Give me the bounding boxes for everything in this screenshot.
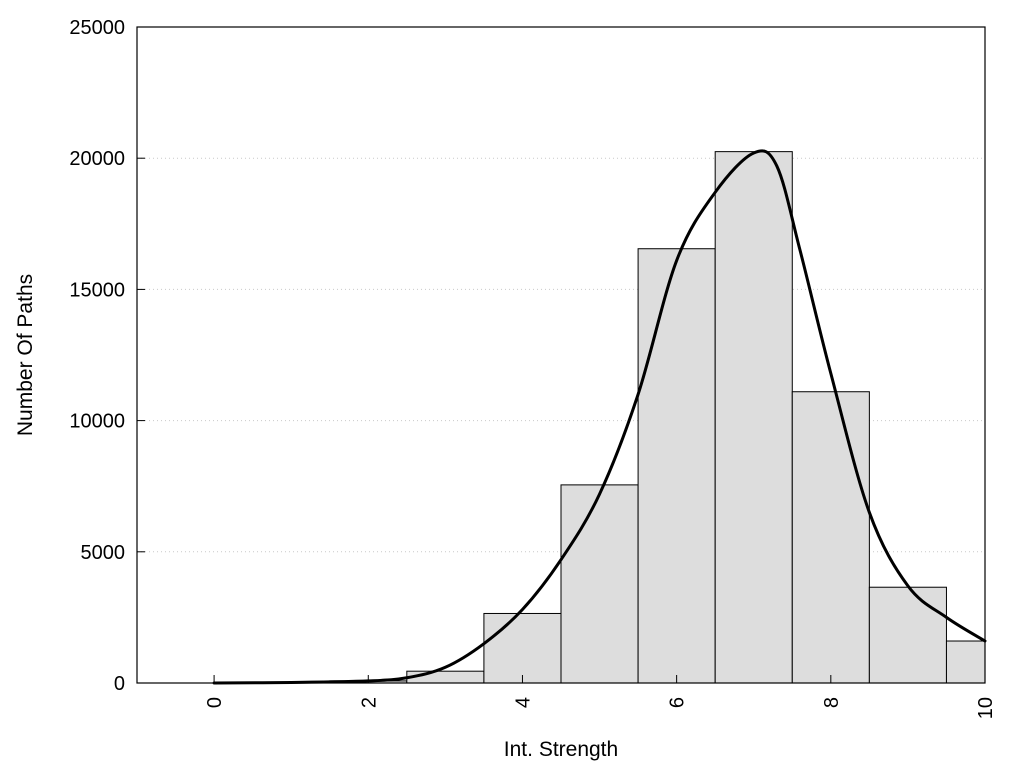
density-curve-layer [212, 149, 987, 685]
x-tick-label: 6 [667, 697, 689, 708]
histogram-bar [791, 391, 870, 684]
plot-frame [136, 26, 986, 684]
x-axis-title: Int. Strength [504, 738, 618, 761]
y-tick-label: 25000 [69, 17, 125, 39]
y-tick-label: 20000 [69, 148, 125, 170]
histogram-bar [483, 612, 562, 684]
histogram-bars [329, 151, 986, 684]
x-tick-label: 0 [204, 697, 226, 708]
histogram-bar [714, 151, 793, 684]
x-tick-label: 2 [358, 697, 380, 708]
x-tick-label: 4 [512, 697, 534, 708]
histogram-bar [560, 484, 639, 684]
y-tick-label: 10000 [69, 411, 125, 433]
x-tick-label: 10 [975, 697, 997, 719]
histogram-bar [406, 670, 485, 684]
histogram-bar [868, 586, 947, 684]
y-axis-title: Number Of Paths [14, 274, 37, 436]
histogram-bar [637, 248, 716, 684]
x-axis-ticks: 0 2 4 6 8 10 [204, 675, 997, 719]
density-curve [212, 149, 987, 685]
y-tick-label: 15000 [69, 279, 125, 301]
y-tick-label: 0 [114, 673, 125, 695]
y-axis-ticks: 0 5000 10000 15000 20000 25000 [69, 17, 145, 695]
histogram-bar [945, 640, 986, 684]
y-tick-label: 5000 [81, 542, 126, 564]
x-tick-label: 8 [821, 697, 843, 708]
